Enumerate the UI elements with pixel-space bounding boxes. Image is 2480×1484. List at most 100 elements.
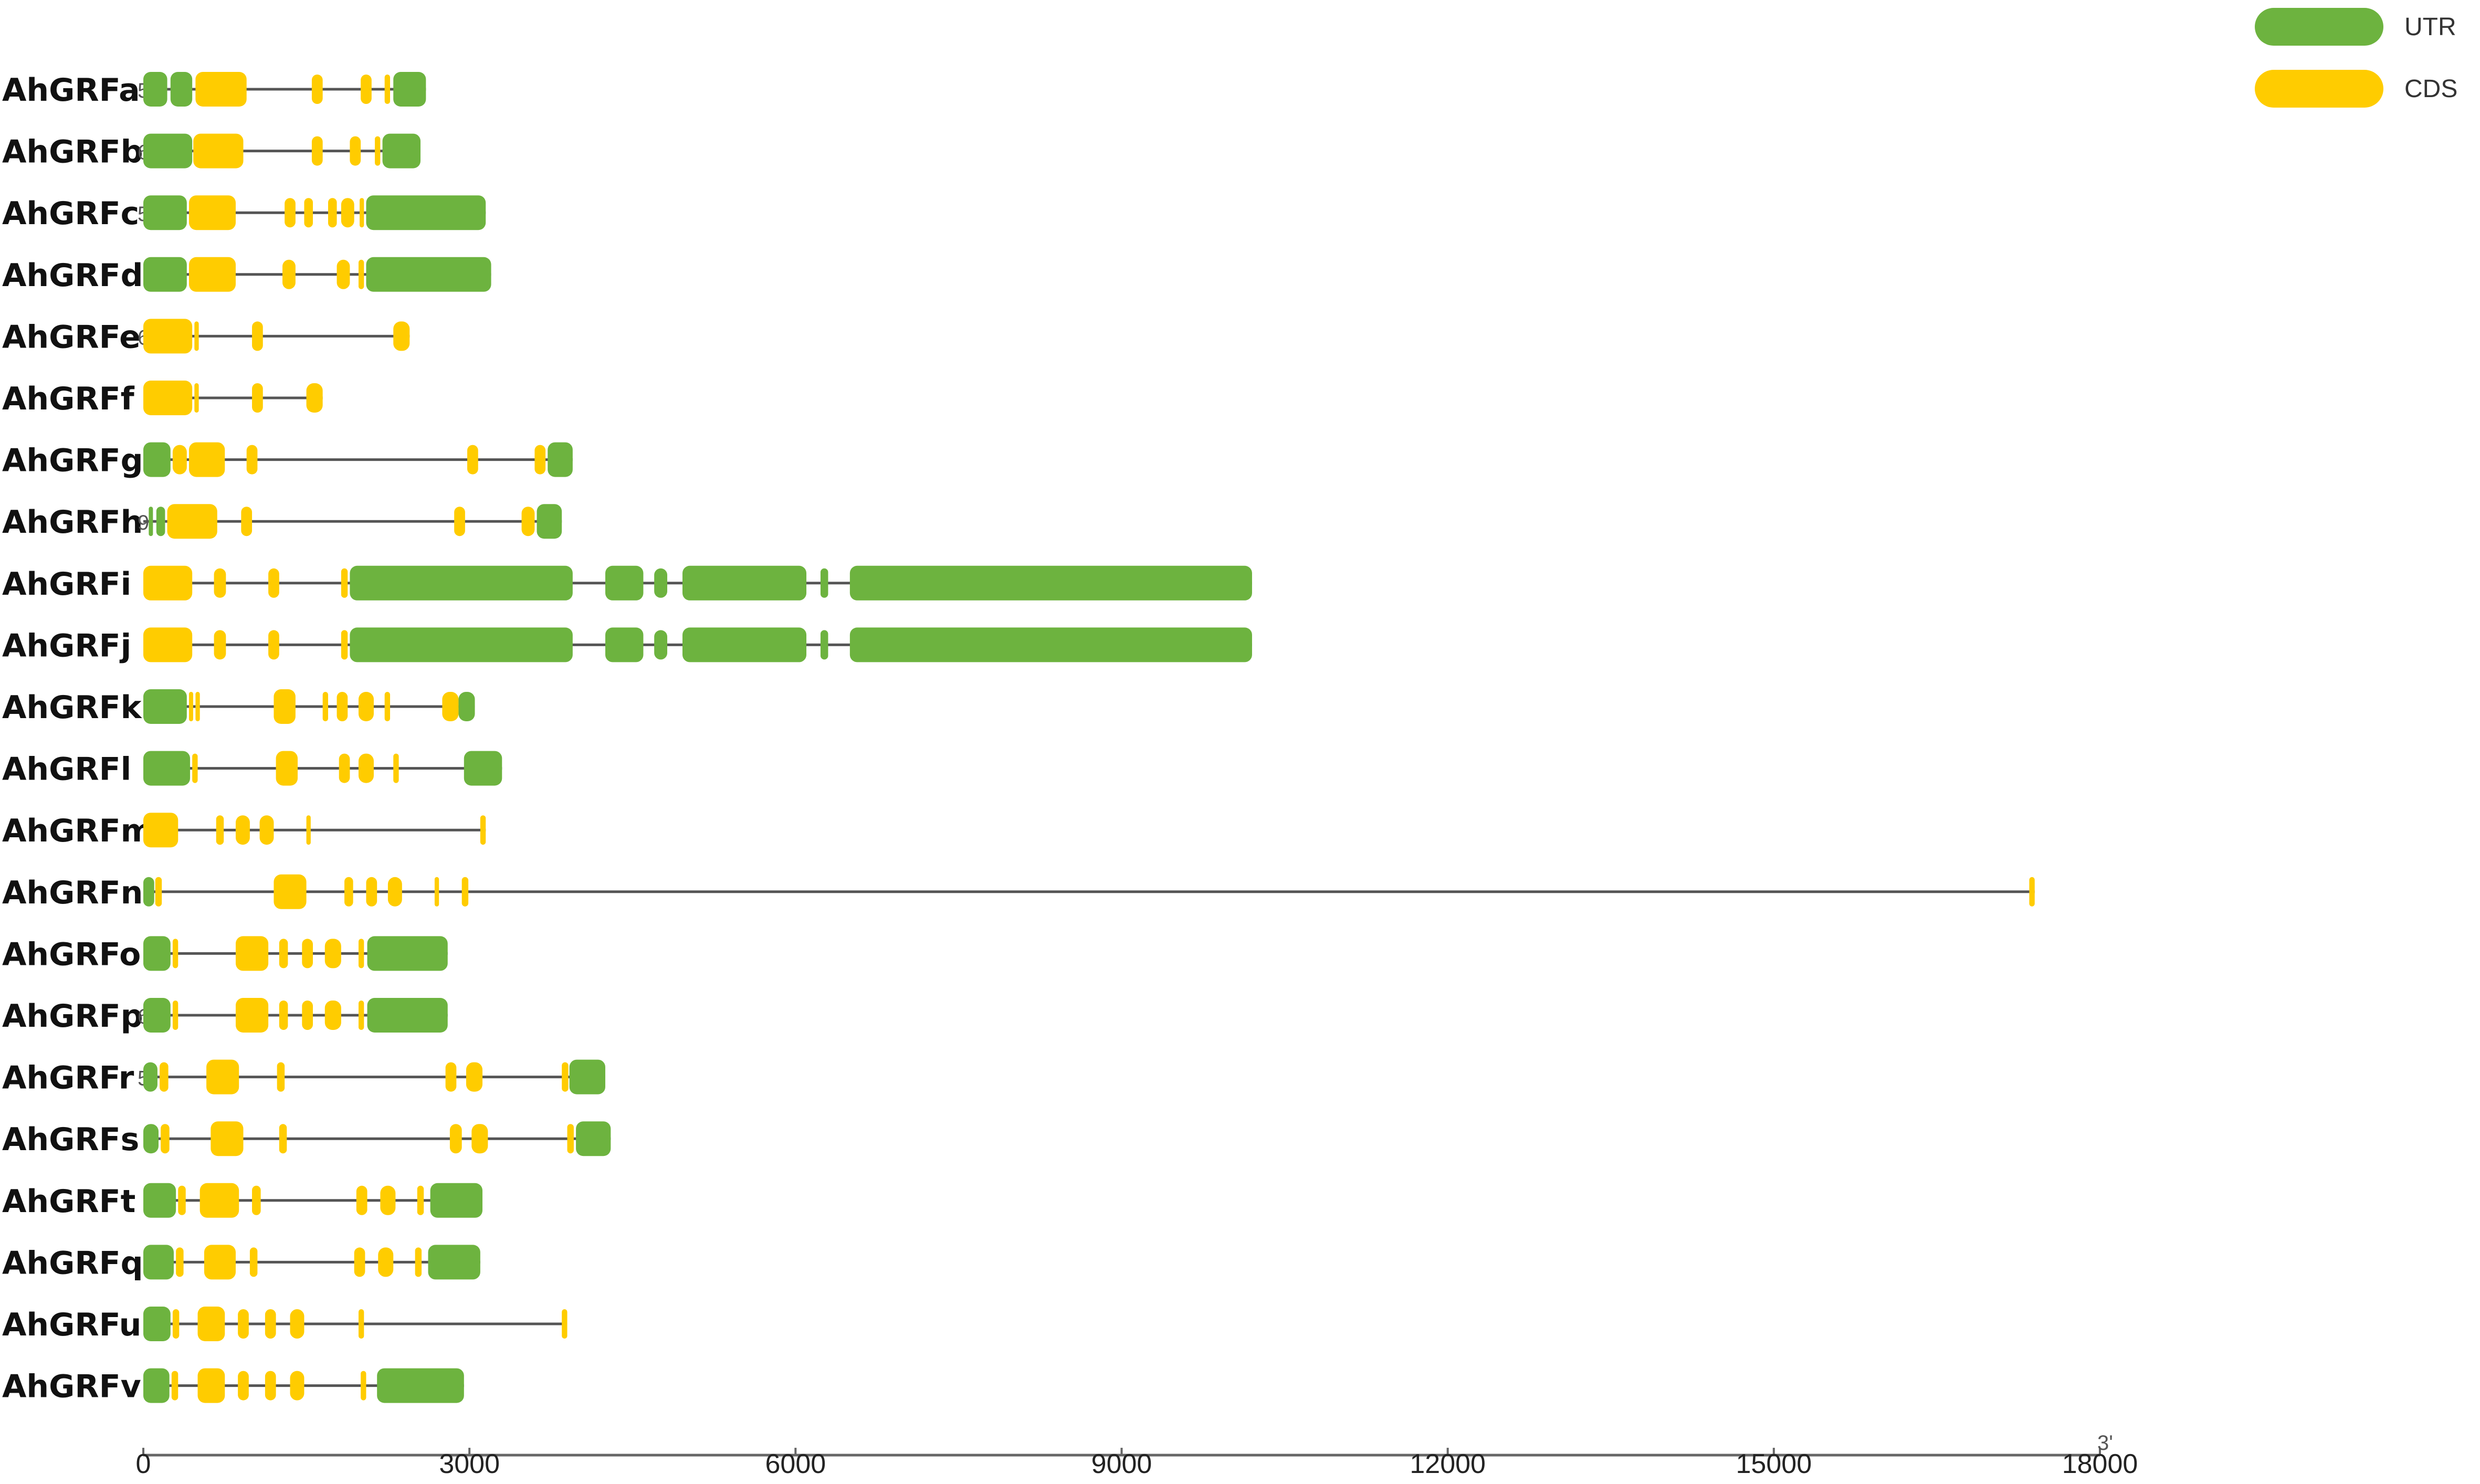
utr-block	[350, 565, 573, 601]
axis-tick-label: 18000	[2062, 1449, 2138, 1479]
cds-block	[471, 1124, 488, 1154]
axis-tick-label: 15000	[1736, 1449, 1812, 1479]
cds-block	[235, 936, 269, 971]
cds-block	[445, 1062, 457, 1092]
gene-label: AhGRFd	[2, 257, 143, 294]
utr-block	[366, 257, 491, 292]
three-prime-marker: 3'	[2097, 1432, 2113, 1455]
cds-block	[188, 257, 236, 292]
cds-block	[277, 1062, 285, 1092]
cds-block	[384, 692, 391, 721]
gene-row-AhGRFo: AhGRFo	[2, 936, 448, 973]
gene-row-AhGRFf: AhGRFf	[2, 381, 323, 417]
gene-row-AhGRFt: AhGRFt	[2, 1183, 483, 1220]
cds-block	[206, 1059, 239, 1094]
cds-block	[290, 1309, 304, 1339]
gene-label: AhGRFq	[2, 1245, 143, 1281]
cds-block	[188, 442, 225, 477]
utr-block	[382, 133, 421, 169]
cds-block	[358, 1309, 364, 1339]
cds-block	[211, 1121, 244, 1156]
gene-row-AhGRFi: AhGRFi	[2, 565, 1252, 603]
cds-block	[197, 1368, 225, 1403]
utr-block	[393, 72, 426, 107]
cds-block	[188, 692, 193, 721]
utr-block	[143, 1307, 171, 1341]
gene-row-AhGRFr: AhGRFr5	[2, 1059, 605, 1097]
gene-label: AhGRFn	[2, 875, 143, 911]
utr-block	[156, 507, 165, 536]
cds-block	[434, 877, 439, 907]
cds-block	[193, 133, 244, 169]
cds-block	[290, 1371, 304, 1401]
gene-label: AhGRFu	[2, 1307, 141, 1343]
utr-block	[143, 1245, 174, 1280]
gene-rows: AhGRFa5 AhGRFb6 AhGRFc5 AhGRFd AhGRFe6 AhGRFf…	[2, 72, 2035, 1405]
cds-block	[521, 507, 535, 536]
legend-label-cds: CDS	[2404, 75, 2457, 103]
gene-label: AhGRFh	[2, 504, 143, 541]
utr-block	[377, 1368, 464, 1403]
axis-tick-label: 12000	[1410, 1449, 1486, 1479]
gene-row-AhGRFd: AhGRFd	[2, 257, 491, 294]
cds-block	[235, 815, 250, 845]
cds-block	[197, 1307, 225, 1341]
cds-block	[562, 1062, 569, 1092]
gene-row-AhGRFn: AhGRFn	[2, 874, 2035, 911]
cds-block	[467, 445, 478, 475]
utr-block	[143, 257, 187, 292]
utr-block	[143, 877, 154, 907]
gene-row-AhGRFp: AhGRFp6	[2, 998, 448, 1035]
cds-block	[417, 1185, 424, 1215]
legend-label-utr: UTR	[2404, 13, 2456, 41]
utr-block	[430, 1183, 483, 1218]
axis-tick-label: 6000	[765, 1449, 826, 1479]
cds-block	[380, 1185, 396, 1215]
cds-block	[171, 1371, 178, 1401]
cds-block	[199, 1183, 239, 1218]
cds-block	[442, 692, 459, 721]
cds-block	[324, 939, 341, 969]
cds-block	[366, 877, 377, 907]
gene-label: AhGRFm	[2, 813, 153, 849]
legend-swatch-utr	[2255, 8, 2383, 46]
gene-label: AhGRFc	[2, 195, 139, 232]
cds-block	[466, 1062, 483, 1092]
cds-block	[204, 1245, 236, 1280]
cds-block	[341, 568, 348, 598]
gene-label: AhGRFa	[2, 72, 140, 109]
gene-label: AhGRFp	[2, 998, 143, 1035]
cds-block	[279, 939, 288, 969]
utr-block	[143, 1183, 176, 1218]
cds-block	[252, 321, 263, 351]
cds-block	[387, 877, 402, 907]
gene-label: AhGRFv	[2, 1369, 141, 1405]
cds-block	[415, 1247, 422, 1277]
gene-label: AhGRFg	[2, 443, 143, 479]
cds-block	[306, 815, 311, 845]
gene-row-AhGRFs: AhGRFs	[2, 1121, 611, 1158]
cds-block	[356, 1185, 367, 1215]
gene-row-AhGRFg: AhGRFg	[2, 442, 573, 479]
cds-block	[268, 568, 279, 598]
utr-block	[143, 72, 167, 107]
utr-block	[143, 195, 187, 230]
gene-row-AhGRFc: AhGRFc5	[2, 195, 486, 232]
cds-block	[241, 507, 253, 536]
cds-block	[274, 874, 307, 909]
gene-label: AhGRFi	[2, 566, 131, 603]
cds-block	[279, 1124, 287, 1154]
cds-block	[249, 1247, 258, 1277]
utr-block	[820, 568, 828, 598]
gene-label: AhGRFj	[2, 627, 131, 664]
utr-block	[143, 689, 187, 724]
cds-block	[265, 1371, 276, 1401]
cds-block	[562, 1309, 568, 1339]
cds-block	[238, 1309, 249, 1339]
utr-block	[458, 692, 475, 721]
utr-block	[849, 565, 1252, 601]
utr-block	[143, 133, 193, 169]
